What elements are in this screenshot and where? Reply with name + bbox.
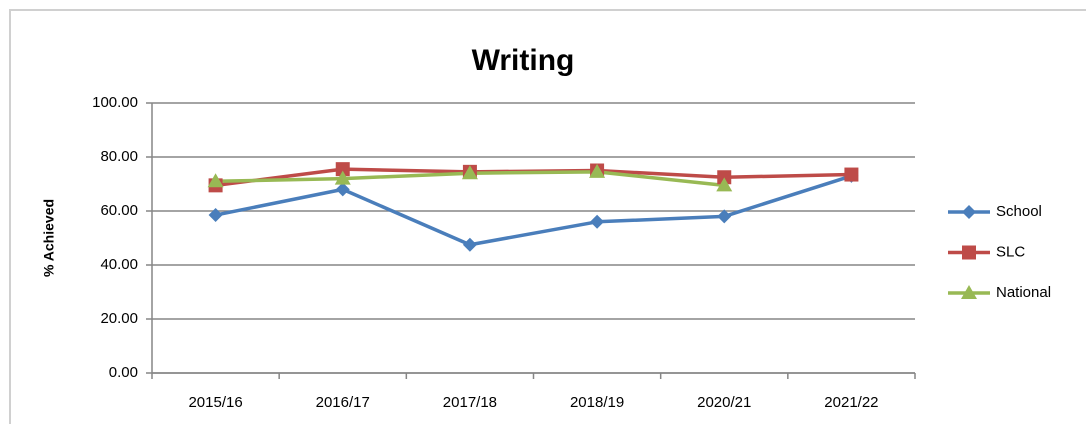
data-point [717,209,732,224]
y-tick-label: 60.00 [100,202,138,219]
y-tick-label: 20.00 [100,310,138,327]
series-line [215,174,852,247]
x-tick-label: 2017/18 [443,394,497,411]
data-point [717,170,732,185]
y-axis-label: % Achieved [41,199,57,277]
chart-frame [9,9,1086,424]
x-tick-label: 2016/17 [316,394,370,411]
x-tick-label: 2020/21 [697,394,751,411]
data-point [461,165,478,180]
legend-marker [962,205,976,219]
data-point [716,177,733,192]
x-tick-label: 2015/16 [188,394,242,411]
data-point [335,162,350,177]
data-point [590,214,605,229]
data-point [334,170,351,185]
chart-title: Writing [472,44,575,77]
data-point [462,237,477,252]
x-tick-label: 2021/22 [824,394,878,411]
data-point [208,208,223,223]
data-point [589,163,606,178]
data-point [335,182,350,197]
legend-label: National [996,284,1051,301]
data-point [844,167,859,182]
y-tick-label: 80.00 [100,148,138,165]
y-tick-label: 0.00 [109,364,138,381]
y-tick-label: 40.00 [100,256,138,273]
legend-label: SLC [996,243,1025,260]
y-tick-label: 100.00 [92,94,138,111]
legend-marker [961,285,977,299]
data-point [207,173,224,188]
legend-marker [962,245,976,260]
x-tick-label: 2018/19 [570,394,624,411]
legend-label: School [996,203,1042,220]
